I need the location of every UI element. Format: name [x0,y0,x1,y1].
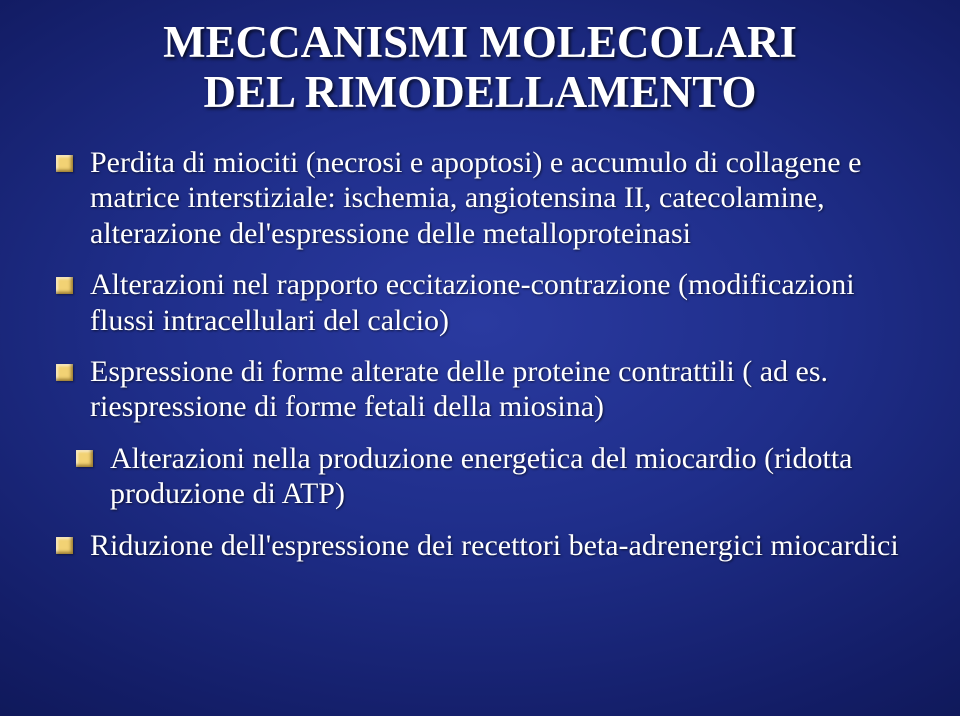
bullet-text: Alterazioni nel rapporto eccitazione-con… [90,268,855,336]
bullet-text: Perdita di miociti (necrosi e apoptosi) … [90,146,861,250]
bullet-item: Espressione di forme alterate delle prot… [46,354,914,425]
bullet-text: Alterazioni nella produzione energetica … [110,442,852,510]
bullet-list: Perdita di miociti (necrosi e apoptosi) … [40,145,920,563]
slide: MECCANISMI MOLECOLARI DEL RIMODELLAMENTO… [0,0,960,716]
bullet-item: Alterazioni nella produzione energetica … [46,441,914,512]
bullet-text: Espressione di forme alterate delle prot… [90,355,828,423]
title-line-2: DEL RIMODELLAMENTO [40,68,920,118]
title-line-1: MECCANISMI MOLECOLARI [40,18,920,68]
bullet-text: Riduzione dell'espressione dei recettori… [90,529,899,562]
bullet-item: Perdita di miociti (necrosi e apoptosi) … [46,145,914,251]
bullet-item: Riduzione dell'espressione dei recettori… [46,528,914,563]
bullet-item: Alterazioni nel rapporto eccitazione-con… [46,267,914,338]
slide-title: MECCANISMI MOLECOLARI DEL RIMODELLAMENTO [40,18,920,117]
